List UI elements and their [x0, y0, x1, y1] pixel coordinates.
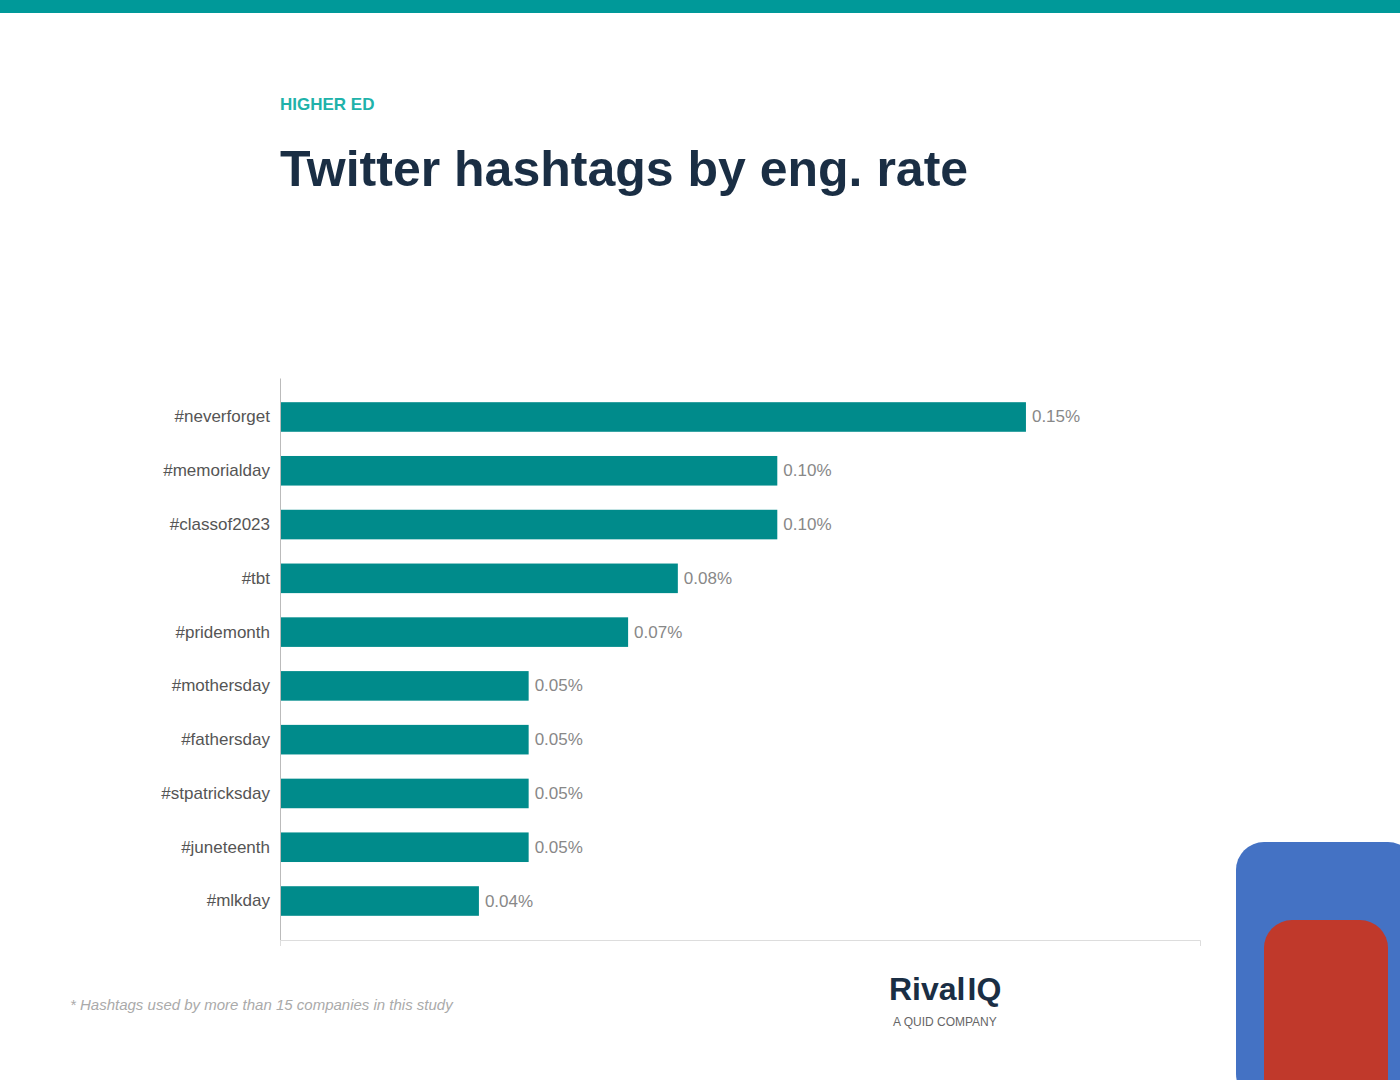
- tick-label: #fathersday: [181, 730, 270, 749]
- data-label: 0.05%: [535, 676, 583, 695]
- chart-svg: HIGHER ED Twitter hashtags by eng. rate #n…: [0, 0, 1400, 1080]
- bar: [280, 564, 678, 594]
- bar: [280, 402, 1026, 432]
- data-labels: 0.15% 0.10% 0.10% 0.08% 0.07% 0.05% 0.05% 0.05%…: [485, 407, 1080, 910]
- bar: [280, 671, 529, 701]
- bars: [280, 402, 1026, 916]
- bar: [280, 725, 529, 755]
- data-label: 0.08%: [684, 569, 732, 588]
- subtitle: HIGHER ED: [280, 95, 374, 114]
- data-label: 0.15%: [1032, 407, 1080, 426]
- tick: #memorialday: [163, 461, 270, 480]
- x-axis: [281, 941, 1201, 947]
- tick: #mothersday: [172, 676, 271, 695]
- data-label: 0.05%: [535, 838, 583, 857]
- data-label: 0.05%: [535, 730, 583, 749]
- corner-decoration: [1264, 920, 1388, 1080]
- bar: [280, 779, 529, 809]
- bar: [280, 456, 777, 486]
- top-stripe: [0, 0, 1400, 13]
- logo-text: Rival: [889, 971, 965, 1007]
- tick-label: #classof2023: [170, 515, 270, 534]
- y-axis: #neverforget #memorialday #classof2023 #tbt…: [161, 379, 280, 941]
- tick-label: #stpatricksday: [161, 784, 270, 803]
- bar: [280, 886, 479, 916]
- tick: #stpatricksday: [161, 784, 270, 803]
- tick: #mlkday: [207, 891, 271, 910]
- tick-label: #juneteenth: [181, 838, 270, 857]
- axis-line: [281, 941, 1201, 947]
- tick-label: #memorialday: [163, 461, 270, 480]
- bar: [280, 510, 777, 540]
- tick: #juneteenth: [181, 838, 270, 857]
- tick-label: #mothersday: [172, 676, 271, 695]
- data-label: 0.05%: [535, 784, 583, 803]
- tick: #neverforget: [175, 407, 271, 426]
- logo-text: IQ: [967, 971, 1001, 1007]
- plot-area: #neverforget #memorialday #classof2023 #tbt…: [161, 379, 1200, 947]
- tick: #classof2023: [170, 515, 270, 534]
- tick: #pridemonth: [175, 623, 270, 642]
- data-label: 0.04%: [485, 892, 533, 911]
- tick-label: #tbt: [242, 569, 271, 588]
- logo-caption: A QUID COMPANY: [893, 1015, 997, 1029]
- data-label: 0.07%: [634, 623, 682, 642]
- bar: [280, 832, 529, 862]
- tick: #tbt: [242, 569, 271, 588]
- tick-label: #pridemonth: [175, 623, 270, 642]
- data-label: 0.10%: [783, 515, 831, 534]
- data-label: 0.10%: [783, 461, 831, 480]
- tick-label: #mlkday: [207, 891, 271, 910]
- tick: #fathersday: [181, 730, 270, 749]
- footnote: * Hashtags used by more than 15 companie…: [70, 996, 454, 1013]
- axis-line: [280, 379, 281, 941]
- title: Twitter hashtags by eng. rate: [280, 141, 968, 197]
- bar: [280, 617, 628, 647]
- tick-label: #neverforget: [175, 407, 271, 426]
